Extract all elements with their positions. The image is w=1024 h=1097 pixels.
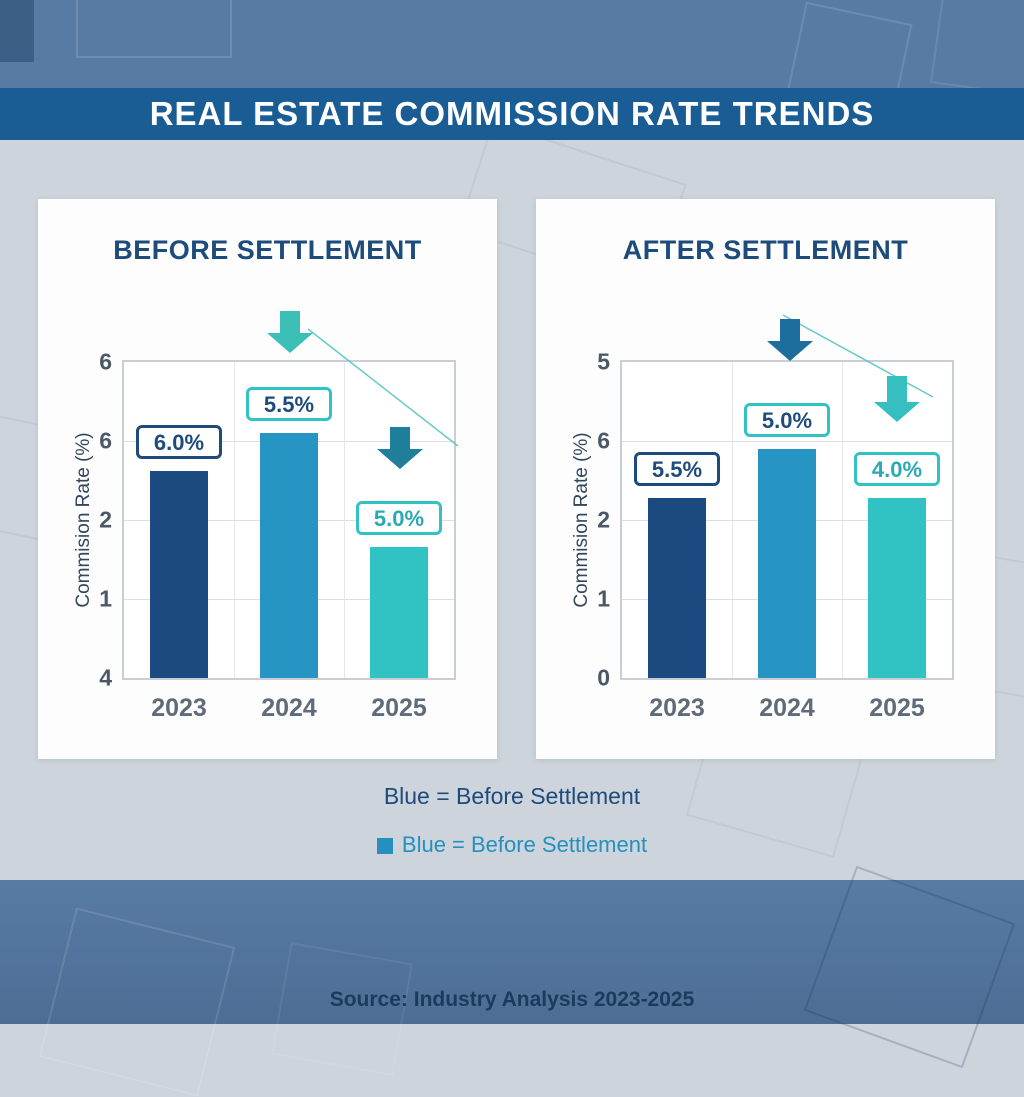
legend-text-primary: Blue = Before Settlement: [383, 783, 641, 809]
y-axis-label: Commision Rate (%): [571, 432, 592, 608]
y-tick: 1: [597, 585, 610, 612]
chart-title: AFTER SETTLEMENT: [622, 235, 909, 265]
top-band: [0, 0, 1024, 88]
gridline-vertical: [732, 362, 733, 678]
value-label-2025: 4.0%: [854, 452, 940, 486]
gridline-vertical: [842, 362, 843, 678]
gridline: [622, 441, 952, 442]
y-tick: 6: [99, 427, 112, 454]
bar-2023: [648, 498, 706, 678]
plot-area: 6 6 2 1 4 6.0% 5.5% 5.0%: [99, 349, 456, 691]
value-label-2025: 5.0%: [356, 501, 442, 535]
x-tick-2025: 2025: [371, 694, 427, 722]
legend: Blue = Before Settlement Blue = Before S…: [0, 783, 1024, 858]
bar-2024: [758, 449, 816, 678]
legend-text-secondary: Blue = Before Settlement: [401, 832, 648, 857]
y-tick: 2: [99, 506, 112, 533]
y-tick: 4: [99, 664, 112, 691]
bar-2024: [260, 433, 318, 678]
chart-title: BEFORE SETTLEMENT: [113, 235, 422, 265]
x-tick-2025: 2025: [869, 694, 925, 722]
value-label-2024: 5.5%: [246, 387, 332, 421]
source-note: Source: Industry Analysis 2023-2025: [329, 988, 695, 1011]
value-label-2023: 6.0%: [136, 425, 222, 459]
y-tick: 0: [597, 664, 610, 691]
bottom-band: [0, 880, 1024, 1024]
bar-2025: [370, 547, 428, 678]
x-tick-2024: 2024: [759, 694, 815, 722]
y-tick: 2: [597, 506, 610, 533]
y-tick: 1: [99, 585, 112, 612]
gridline-vertical: [234, 362, 235, 678]
bar-2023: [150, 471, 208, 678]
down-arrow-icon: [267, 311, 313, 353]
value-label-2023: 5.5%: [634, 452, 720, 486]
gridline-vertical: [344, 362, 345, 678]
header-banner: REAL ESTATE COMMISSION RATE TRENDS: [0, 88, 1024, 140]
legend-swatch-icon: [376, 838, 393, 854]
plot-area: 5 6 2 1 0 5.5% 5.0% 4.0%: [597, 349, 954, 691]
y-tick: 6: [99, 348, 112, 375]
legend-row: Blue = Before Settlement: [0, 832, 1024, 858]
y-axis-label: Commision Rate (%): [73, 432, 94, 608]
x-tick-2023: 2023: [649, 694, 705, 722]
y-tick: 5: [597, 348, 610, 375]
y-tick: 6: [597, 427, 610, 454]
down-arrow-icon: [767, 319, 813, 361]
before-settlement-card: BEFORE SETTLEMENT Commision Rate (%) 6 6 2…: [38, 199, 497, 759]
after-settlement-card: AFTER SETTLEMENT Commision Rate (%) 5 6 2 1…: [536, 199, 995, 759]
value-label-2024: 5.0%: [744, 403, 830, 437]
bar-2025: [868, 498, 926, 678]
page-title: REAL ESTATE COMMISSION RATE TRENDS: [149, 95, 875, 132]
x-tick-2023: 2023: [151, 694, 207, 722]
x-tick-2024: 2024: [261, 694, 317, 722]
